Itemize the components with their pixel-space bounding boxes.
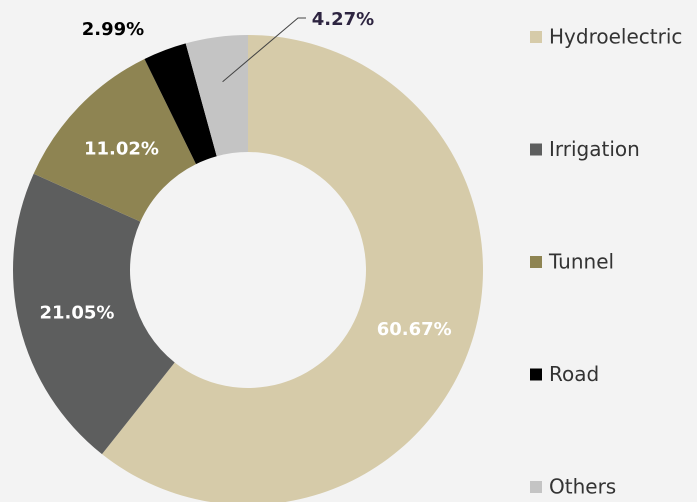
donut-slice <box>144 43 217 165</box>
data-label: 4.27% <box>312 9 374 30</box>
legend-swatch <box>530 31 542 43</box>
legend-label: Others <box>549 475 616 499</box>
data-label: 2.99% <box>82 19 144 40</box>
donut-slice <box>185 35 248 157</box>
data-label: 21.05% <box>40 303 115 324</box>
data-label: 60.67% <box>377 319 452 340</box>
legend-swatch <box>530 481 542 493</box>
legend-label: Tunnel <box>548 250 614 274</box>
legend-label: Road <box>549 362 599 386</box>
legend-label: Irrigation <box>549 137 640 161</box>
legend-swatch <box>530 143 542 156</box>
legend-swatch <box>530 368 542 381</box>
donut-slice <box>101 35 483 502</box>
legend-label: Hydroelectric <box>549 25 682 49</box>
data-label: 11.02% <box>84 139 159 160</box>
donut-slice <box>33 59 197 222</box>
donut-slice <box>12 173 175 455</box>
legend-swatch <box>530 256 542 268</box>
leader-line <box>222 17 306 83</box>
